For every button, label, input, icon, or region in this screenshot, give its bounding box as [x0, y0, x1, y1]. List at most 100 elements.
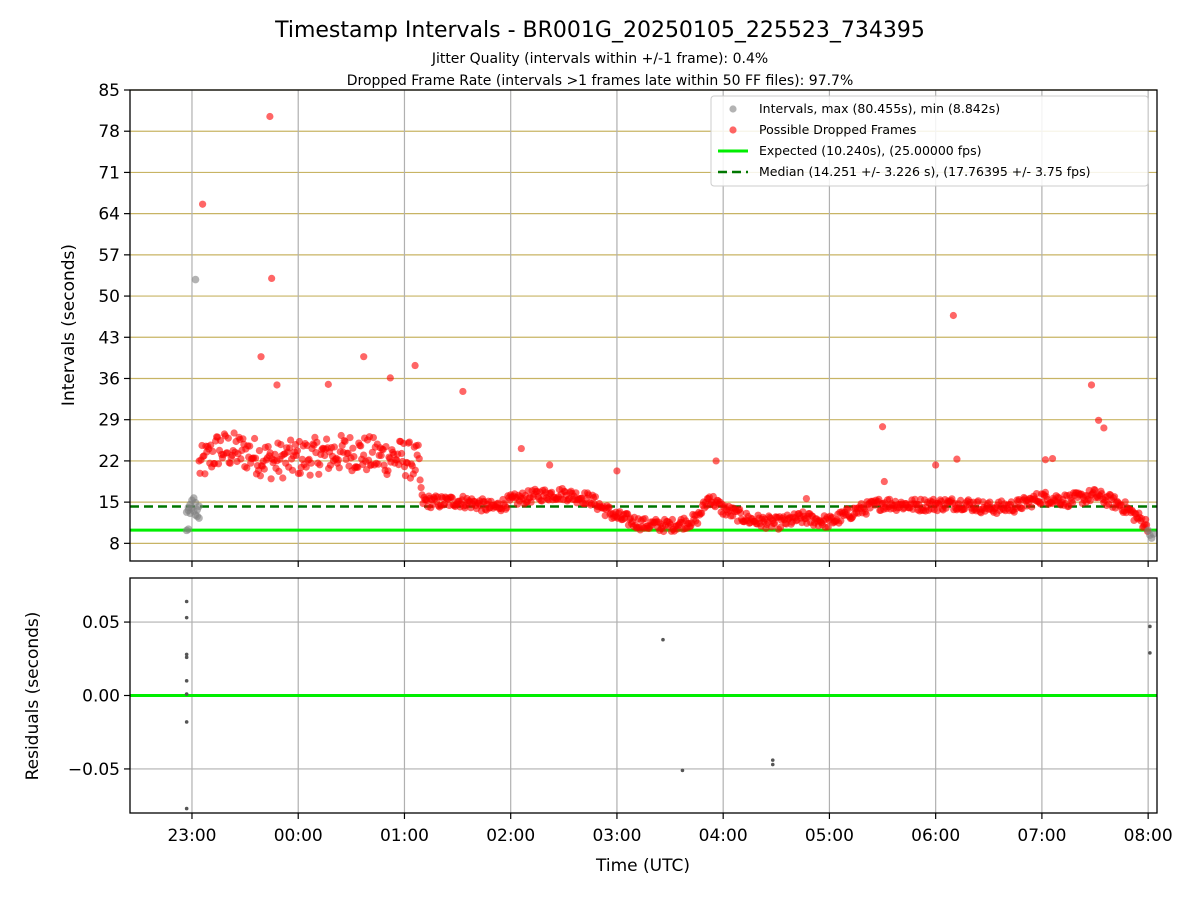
dropped-frame-point — [256, 472, 264, 480]
dropped-frame-point — [277, 441, 285, 449]
dropped-frame-point — [224, 434, 232, 442]
dropped-frame-point — [1086, 497, 1094, 505]
dropped-frame-point — [712, 457, 720, 465]
residual-point — [1148, 624, 1152, 629]
intervals-y-tick-label: 85 — [98, 81, 120, 101]
residual-point — [1148, 651, 1152, 655]
dropped-frame-point — [273, 381, 281, 389]
dropped-frame-point — [275, 467, 283, 475]
intervals-y-tick-label: 43 — [98, 328, 120, 348]
dropped-frame-point — [246, 442, 254, 450]
residual-point — [770, 758, 775, 762]
x-axis-label: Time (UTC) — [595, 856, 690, 876]
dropped-frame-point — [323, 435, 331, 443]
x-tick-label: 04:00 — [699, 826, 748, 846]
intervals-plot-frame — [129, 89, 1158, 562]
dropped-frame-point — [932, 461, 940, 469]
dropped-frame-point — [605, 503, 613, 511]
interval-point — [195, 502, 203, 511]
dropped-frame-point — [591, 493, 600, 501]
dropped-frame-point — [302, 463, 310, 471]
dropped-frame-point — [374, 460, 382, 468]
intervals-y-tick-label: 8 — [109, 534, 120, 554]
residuals-x-axis-ticks: 23:00 00:00 01:00 02:00 03:00 04:00 05:00 06:00… — [167, 813, 1173, 846]
figure-subtitle-jitter: Jitter Quality (intervals within +/-1 fr… — [431, 51, 768, 67]
dropped-frame-point — [207, 441, 215, 449]
dropped-frame-point — [414, 441, 422, 449]
x-tick-label: 23:00 — [167, 826, 216, 846]
intervals-scatter-points — [182, 112, 1158, 542]
dropped-frame-point — [668, 515, 677, 524]
dropped-frame-point — [214, 460, 223, 468]
legend-frame — [710, 95, 1149, 187]
dropped-frame-point — [293, 447, 301, 455]
dropped-frame-point — [386, 374, 394, 382]
intervals-y-tick-label: 71 — [98, 163, 120, 183]
dropped-frame-point — [527, 498, 535, 506]
dropped-frame-point — [1069, 499, 1077, 507]
dropped-frame-point — [201, 470, 209, 478]
legend-intervals-marker — [729, 105, 737, 113]
legend-dropped-label: Possible Dropped Frames — [759, 122, 916, 137]
intervals-y-tick-label: 29 — [98, 411, 120, 431]
residual-point — [184, 720, 189, 724]
figure-title: Timestamp Intervals - BR001G_20250105_22… — [274, 18, 925, 43]
intervals-y-tick-label: 36 — [98, 369, 120, 389]
dropped-frame-point — [287, 436, 295, 444]
dropped-frame-point — [377, 451, 385, 460]
dropped-frame-point — [346, 434, 354, 442]
dropped-frame-point — [844, 505, 852, 514]
dropped-frame-point — [209, 447, 217, 455]
residual-point — [184, 679, 189, 683]
dropped-frame-point — [1091, 486, 1099, 494]
dropped-frame-point — [357, 442, 365, 450]
dropped-frame-point — [324, 380, 332, 388]
dropped-frame-point — [260, 465, 268, 473]
interval-point — [184, 525, 193, 534]
dropped-frame-point — [546, 461, 554, 469]
dropped-frame-point — [417, 484, 425, 492]
dropped-frame-point — [268, 274, 276, 282]
dropped-frame-point — [411, 466, 419, 474]
dropped-frame-point — [1100, 424, 1108, 432]
dropped-frame-point — [226, 459, 234, 467]
residual-point — [770, 762, 775, 767]
dropped-frame-point — [415, 455, 423, 463]
x-tick-label: 03:00 — [592, 826, 641, 846]
residuals-y-tick-label: −0.05 — [68, 760, 120, 780]
dropped-frame-point — [257, 353, 265, 361]
x-tick-label: 01:00 — [380, 826, 429, 846]
dropped-frame-point — [416, 476, 424, 484]
residual-point — [184, 806, 189, 811]
dropped-frame-point — [316, 461, 324, 469]
dropped-frame-point — [837, 517, 845, 525]
dropped-frame-point — [1041, 456, 1050, 464]
residual-point — [184, 652, 189, 657]
dropped-frame-point — [369, 434, 377, 442]
dropped-frame-point — [949, 311, 957, 320]
dropped-frame-point — [448, 494, 456, 502]
dropped-frame-point — [279, 474, 287, 482]
residuals-y-axis-ticks: 0.05 0.00 −0.05 — [68, 613, 130, 780]
dropped-frame-point — [1121, 498, 1129, 506]
dropped-frame-point — [776, 523, 785, 532]
dropped-frame-point — [267, 475, 275, 483]
x-tick-label: 05:00 — [805, 826, 854, 846]
dropped-frame-point — [313, 438, 321, 446]
dropped-frame-point — [802, 494, 811, 503]
dropped-frame-point — [517, 444, 525, 453]
dropped-frame-point — [243, 464, 251, 472]
dropped-frame-point — [251, 434, 259, 443]
x-tick-label: 00:00 — [274, 826, 323, 846]
dropped-frame-point — [384, 467, 392, 475]
intervals-y-tick-label: 50 — [98, 287, 120, 307]
dropped-frame-point — [266, 112, 274, 121]
dropped-frame-point — [286, 444, 294, 452]
dropped-frame-point — [1028, 503, 1036, 511]
dropped-frame-point — [255, 447, 263, 455]
dropped-frame-point — [862, 510, 870, 518]
interval-point — [191, 275, 200, 284]
dropped-frame-point — [503, 504, 511, 512]
legend-median-label: Median (14.251 +/- 3.226 s), (17.76395 +… — [759, 164, 1090, 179]
dropped-frame-point — [953, 455, 961, 463]
